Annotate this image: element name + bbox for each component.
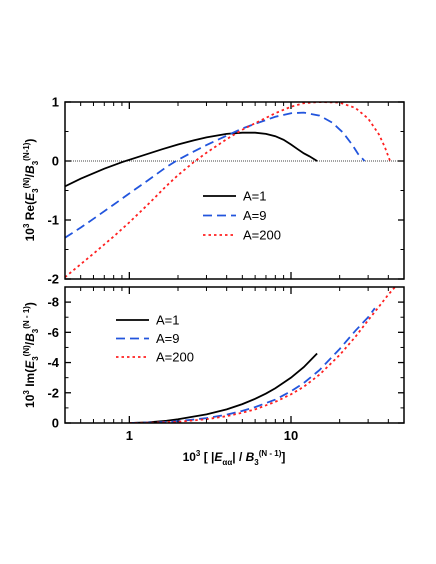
- y-axis-title: 103 Im(E3(N)/B3(N - 1)): [22, 302, 40, 408]
- legend: A=1 A=9 A=200: [116, 313, 194, 365]
- x-axis-title: 103 [ |Eαα| / B3(N - 1)]: [183, 449, 286, 467]
- series-line-a-1: [65, 131, 318, 188]
- legend: A=1 A=9 A=200: [203, 189, 281, 243]
- bottom-panel: 0 -2 -4 -6 -8 1 10 A=1 A=9 A=200 103 Im(E3(N)/B3(N…: [22, 286, 405, 467]
- series-line-a-200: [65, 102, 391, 278]
- y-tick-label: -8: [47, 295, 59, 310]
- legend-label: A=200: [156, 350, 194, 365]
- series-line-a-9: [65, 111, 366, 239]
- plot-frame: [64, 101, 405, 280]
- y-tick-label: -4: [47, 355, 59, 370]
- y-tick-label: 1: [52, 95, 59, 110]
- series-line-a-200: [129, 287, 396, 423]
- legend-label: A=9: [156, 331, 180, 346]
- series-line-a-9: [129, 307, 376, 423]
- top-panel: -2 -1 0 1 A=1 A=9 A=200 103 Re(E3(N)/B3(N-1)): [22, 95, 405, 287]
- y-axis-title: 103 Re(E3(N)/B3(N-1)): [22, 139, 40, 242]
- legend-label: A=200: [243, 228, 281, 243]
- y-tick-label: -1: [47, 213, 59, 228]
- series-line-a-1: [129, 352, 318, 423]
- y-tick-label: 0: [52, 416, 59, 431]
- y-tick-label: -2: [47, 272, 59, 287]
- plot-frame: [64, 286, 405, 424]
- y-tick-label: 0: [52, 154, 59, 169]
- legend-label: A=9: [243, 208, 267, 223]
- y-tick-label: -6: [47, 325, 59, 340]
- y-tick-label: -2: [47, 385, 59, 400]
- legend-label: A=1: [243, 189, 267, 204]
- legend-label: A=1: [156, 313, 180, 328]
- x-tick-label: 1: [126, 428, 133, 443]
- x-tick-label: 10: [284, 428, 298, 443]
